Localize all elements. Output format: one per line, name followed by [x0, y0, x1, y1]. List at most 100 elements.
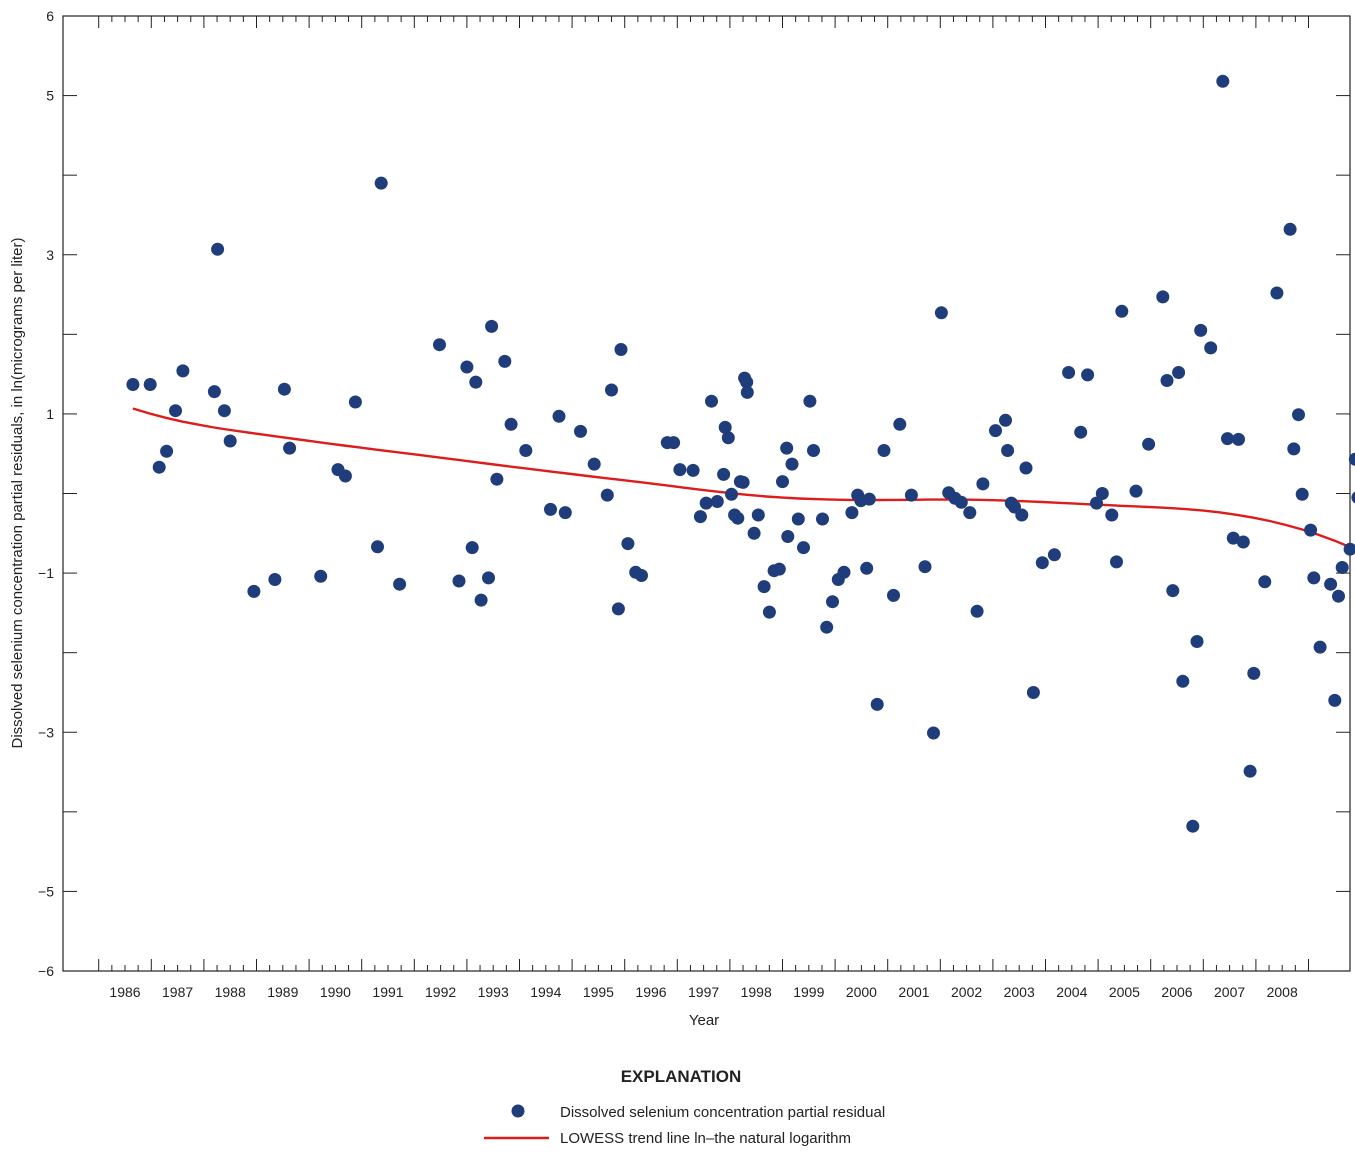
y-tick-label: 1 [46, 406, 54, 422]
data-point [498, 354, 512, 368]
data-point [1328, 693, 1342, 707]
data-point [469, 375, 483, 389]
x-tick-label: 1995 [583, 984, 614, 1000]
x-tick-label: 1994 [530, 984, 561, 1000]
data-point [954, 495, 968, 509]
data-point [504, 417, 518, 431]
data-point [1258, 575, 1272, 589]
x-tick-label: 1998 [741, 984, 772, 1000]
data-point [757, 580, 771, 594]
data-point [1001, 444, 1015, 457]
data-point [845, 506, 859, 520]
x-tick-label: 1996 [635, 984, 666, 1000]
data-point [574, 424, 587, 438]
y-tick-label: 6 [46, 8, 54, 24]
data-point [452, 574, 466, 588]
data-point [686, 463, 700, 477]
data-point [277, 382, 291, 396]
data-point [160, 444, 174, 458]
data-point [1190, 635, 1204, 648]
x-tick-label: 2003 [1004, 984, 1035, 1000]
x-tick-label: 1988 [215, 984, 246, 1000]
data-point [482, 571, 495, 585]
data-point [314, 569, 328, 583]
legend-scatter-label: Dissolved selenium concentration partial… [560, 1104, 885, 1121]
data-point [371, 540, 384, 554]
data-point [731, 511, 745, 525]
y-tick-label: −3 [38, 724, 54, 740]
data-point [223, 434, 237, 448]
data-point [1324, 577, 1338, 591]
data-point [552, 409, 566, 423]
data-point [474, 593, 488, 607]
data-point [1176, 674, 1190, 688]
y-axis-title: Dissolved selenium concentration partial… [9, 237, 26, 748]
data-point [1313, 640, 1327, 654]
data-point [338, 469, 352, 483]
data-point [490, 472, 504, 486]
data-point [1047, 548, 1061, 562]
data-point [268, 573, 282, 586]
data-point [673, 463, 687, 477]
data-point [705, 394, 718, 408]
data-point [1166, 584, 1180, 598]
data-point [1216, 74, 1230, 88]
y-tick-label: −6 [38, 963, 54, 979]
data-point [837, 565, 851, 579]
data-point [1295, 487, 1309, 501]
data-point [1160, 374, 1174, 387]
data-point [780, 441, 794, 455]
data-point [781, 530, 795, 543]
data-point [762, 605, 776, 619]
data-point [1243, 764, 1257, 778]
data-point [1062, 366, 1076, 379]
data-point [963, 506, 977, 520]
data-point [600, 488, 614, 502]
data-point [176, 364, 190, 378]
x-tick-label: 1991 [372, 984, 403, 1000]
data-point [558, 506, 572, 520]
data-point [803, 394, 817, 408]
x-tick-label: 2005 [1109, 984, 1140, 1000]
data-point [1110, 555, 1123, 569]
data-point [605, 383, 618, 397]
data-point [747, 526, 761, 540]
y-tick-label: −1 [38, 565, 54, 581]
legend-scatter-marker [511, 1104, 525, 1118]
data-point [1035, 556, 1049, 570]
data-point [1343, 542, 1355, 556]
data-point [1283, 222, 1297, 236]
data-point [1105, 508, 1119, 522]
data-point [918, 560, 932, 574]
x-tick-label: 1993 [478, 984, 509, 1000]
data-point [152, 460, 166, 474]
data-point [247, 584, 261, 598]
data-point [1292, 408, 1305, 422]
data-point [207, 385, 221, 399]
x-tick-label: 2008 [1267, 984, 1298, 1000]
data-point [970, 604, 984, 618]
data-point [736, 475, 750, 489]
data-point [860, 561, 874, 575]
x-tick-label: 1986 [109, 984, 140, 1000]
x-tick-label: 1987 [162, 984, 193, 1000]
data-point [710, 495, 724, 508]
plot-frame [62, 15, 1351, 972]
data-point [611, 602, 625, 616]
data-point [1270, 286, 1284, 300]
data-point [999, 413, 1012, 427]
data-point [126, 378, 140, 391]
data-point [621, 537, 635, 551]
data-point [816, 512, 829, 526]
data-point [797, 541, 810, 555]
data-point [751, 508, 765, 522]
data-point [1026, 686, 1040, 699]
legend-title: EXPLANATION [621, 1067, 742, 1086]
data-point [1304, 523, 1318, 537]
data-point [893, 417, 907, 431]
data-point [635, 569, 648, 582]
data-point [820, 620, 834, 634]
data-point [211, 242, 225, 256]
data-point [887, 588, 900, 602]
data-point [870, 697, 884, 711]
